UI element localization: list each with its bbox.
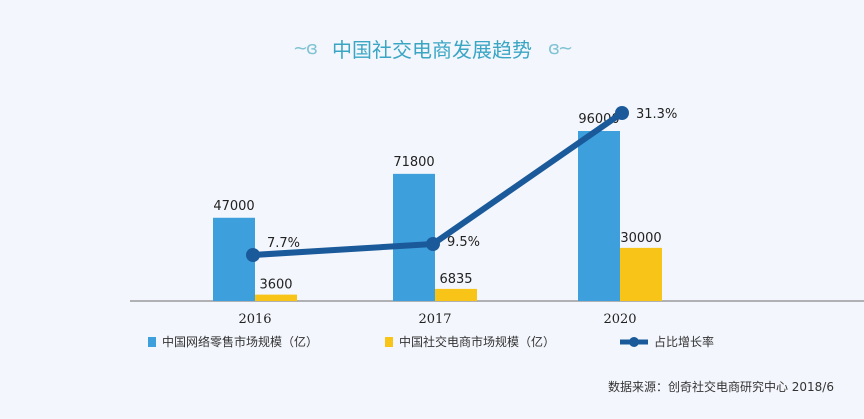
bar-retail: [578, 131, 620, 301]
svg-text:6835: 6835: [439, 272, 472, 287]
bar-social: [255, 294, 297, 301]
ornament-left-icon: ~ɞ: [292, 38, 318, 59]
svg-text:47000: 47000: [213, 199, 254, 214]
chart-title: 中国社交电商发展趋势: [332, 38, 532, 62]
svg-text:2017: 2017: [418, 312, 451, 327]
svg-text:3600: 3600: [259, 278, 292, 293]
svg-text:2020: 2020: [603, 312, 636, 327]
retail-swatch-icon: [148, 336, 156, 347]
chart-title-area: ~ɞ 中国社交电商发展趋势 ɞ~: [0, 34, 864, 63]
legend-label-retail: 中国网络零售市场规模（亿）: [162, 335, 319, 349]
svg-text:71800: 71800: [393, 155, 434, 170]
legend-item-social: 中国社交电商市场规模（亿）: [385, 333, 555, 350]
legend-label-social: 中国社交电商市场规模（亿）: [399, 335, 556, 349]
svg-text:31.3%: 31.3%: [636, 107, 677, 122]
legend-label-rate: 占比增长率: [654, 335, 715, 349]
svg-text:2016: 2016: [238, 312, 271, 327]
rate-point: [615, 106, 629, 120]
bar-social: [620, 247, 662, 301]
ornament-right-icon: ɞ~: [548, 38, 573, 59]
svg-text:9.5%: 9.5%: [447, 235, 480, 250]
bar-retail: [393, 173, 435, 301]
rate-point: [426, 237, 440, 251]
svg-text:30000: 30000: [620, 231, 661, 246]
data-source: 数据来源：创奇社交电商研究中心 2018/6: [607, 380, 834, 394]
bar-social: [435, 288, 477, 301]
svg-text:7.7%: 7.7%: [267, 236, 300, 251]
legend-item-rate: 占比增长率: [620, 333, 714, 350]
rate-point: [246, 248, 260, 262]
rate-line: [252, 110, 624, 258]
legend-item-retail: 中国网络零售市场规模（亿）: [148, 333, 318, 350]
line-marker-icon: [620, 336, 648, 347]
social-swatch-icon: [385, 336, 393, 347]
